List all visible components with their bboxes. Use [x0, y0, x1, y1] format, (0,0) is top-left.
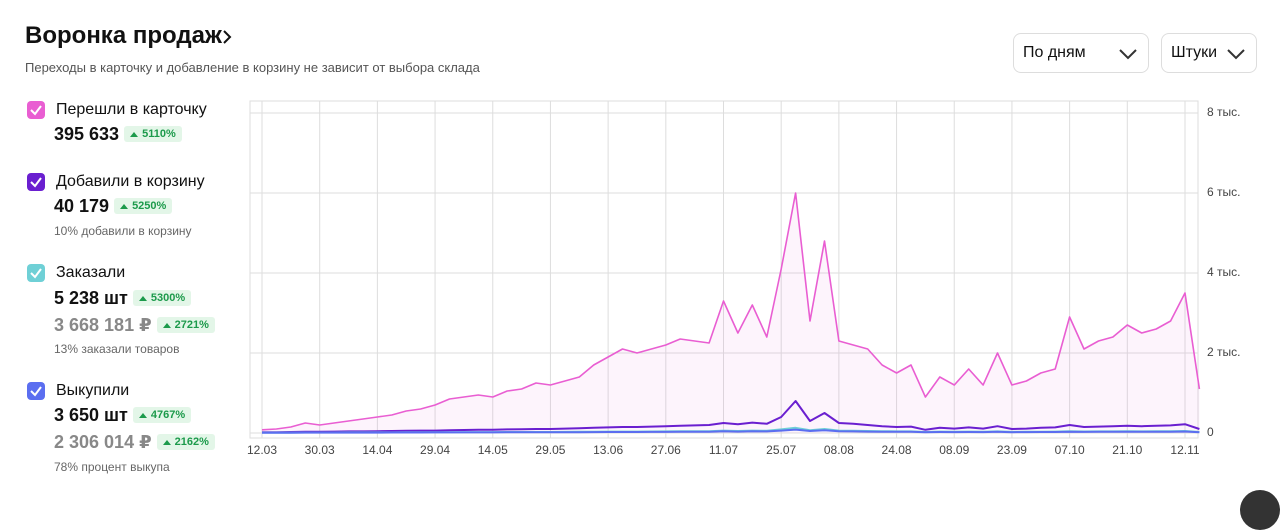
metric-value: 3 668 181 ₽	[54, 315, 152, 335]
checkbox[interactable]	[27, 264, 45, 282]
x-tick-label: 07.10	[1055, 443, 1085, 457]
legend-label: Добавили в корзину	[56, 173, 205, 190]
x-tick-label: 14.05	[478, 443, 508, 457]
page: Воронка продаж Переходы в карточку и доб…	[25, 22, 1280, 530]
metric-row: 2 306 014 ₽2162%	[54, 432, 215, 453]
legend-label: Перешли в карточку	[56, 101, 207, 118]
y-tick-label: 6 тыс.	[1207, 185, 1240, 199]
chart: 0 2 тыс. 4 тыс. 6 тыс. 8 тыс. 12.03 30.03 14.04…	[247, 100, 1240, 457]
x-tick-label: 25.07	[766, 443, 796, 457]
metric-row: 395 633 5110%	[54, 124, 182, 145]
title-chevron	[223, 30, 232, 44]
legend-label: Выкупили	[56, 382, 130, 399]
y-tick-label: 4 тыс.	[1207, 265, 1240, 279]
metric-value: 40 179	[54, 196, 110, 216]
change-badge: 5110%	[124, 126, 182, 142]
help-button[interactable]	[1240, 490, 1280, 530]
x-tick-label: 12.03	[247, 443, 277, 457]
y-tick-label: 2 тыс.	[1207, 345, 1240, 359]
x-tick-label: 29.05	[535, 443, 565, 457]
period-dropdown[interactable]: По дням	[1013, 33, 1149, 73]
x-tick-label: 14.04	[362, 443, 392, 457]
x-tick-label: 23.09	[997, 443, 1027, 457]
line	[261, 192, 1201, 431]
x-tick-label: 24.08	[882, 443, 912, 457]
x-tick-label: 13.06	[593, 443, 623, 457]
dropdown-chevron	[1227, 49, 1245, 60]
title[interactable]: Воронка продаж	[25, 22, 222, 49]
subtitle: Переходы в карточку и добавление в корзи…	[25, 60, 480, 75]
checkbox[interactable]	[27, 173, 45, 191]
x-tick-label: 11.07	[709, 443, 738, 457]
check-icon	[30, 177, 42, 188]
metric-value: 3 650 шт	[54, 405, 128, 425]
x-tick-label: 21.10	[1112, 443, 1142, 457]
y-tick-label: 0	[1207, 425, 1214, 439]
x-tick-label: 12.11	[1170, 443, 1199, 457]
metric-row: 40 179 5250%	[54, 196, 173, 217]
x-tick-label: 08.08	[824, 443, 854, 457]
checkbox[interactable]	[27, 382, 45, 400]
x-tick-label: 29.04	[420, 443, 450, 457]
dropdown-label: Штуки	[1171, 44, 1218, 61]
legend-label: Заказали	[56, 264, 126, 281]
x-tick-label: 30.03	[305, 443, 335, 457]
metric-note: 13% заказали товаров	[54, 342, 180, 356]
change-badge: 5250%	[114, 198, 173, 214]
change-badge: 5300%	[132, 290, 192, 306]
change-badge: 2721%	[156, 317, 215, 333]
metric-value: 2 306 014 ₽	[54, 432, 152, 452]
units-dropdown[interactable]: Штуки	[1161, 33, 1257, 73]
check-icon	[30, 268, 42, 279]
y-tick-label: 8 тыс.	[1207, 105, 1240, 119]
dropdown-chevron	[1119, 49, 1137, 60]
change-badge: 4767%	[132, 407, 192, 423]
x-tick-label: 27.06	[651, 443, 681, 457]
metric-value: 395 633	[54, 124, 120, 144]
area	[262, 193, 1200, 433]
check-icon	[30, 105, 42, 116]
line	[262, 400, 1200, 434]
metric-note: 10% добавили в корзину	[54, 224, 192, 238]
x-tick-label: 08.09	[939, 443, 969, 457]
metric-value: 5 238 шт	[54, 288, 128, 308]
metric-row: 3 650 шт 4767%	[54, 405, 192, 426]
check-icon	[30, 386, 42, 397]
metric-note: 78% процент выкупа	[54, 460, 170, 474]
dropdown-label: По дням	[1023, 44, 1086, 61]
checkbox[interactable]	[27, 101, 45, 119]
metric-row: 3 668 181 ₽2721%	[54, 315, 215, 336]
metric-row: 5 238 шт 5300%	[54, 288, 192, 309]
change-badge: 2162%	[156, 434, 215, 450]
line	[262, 428, 1200, 434]
